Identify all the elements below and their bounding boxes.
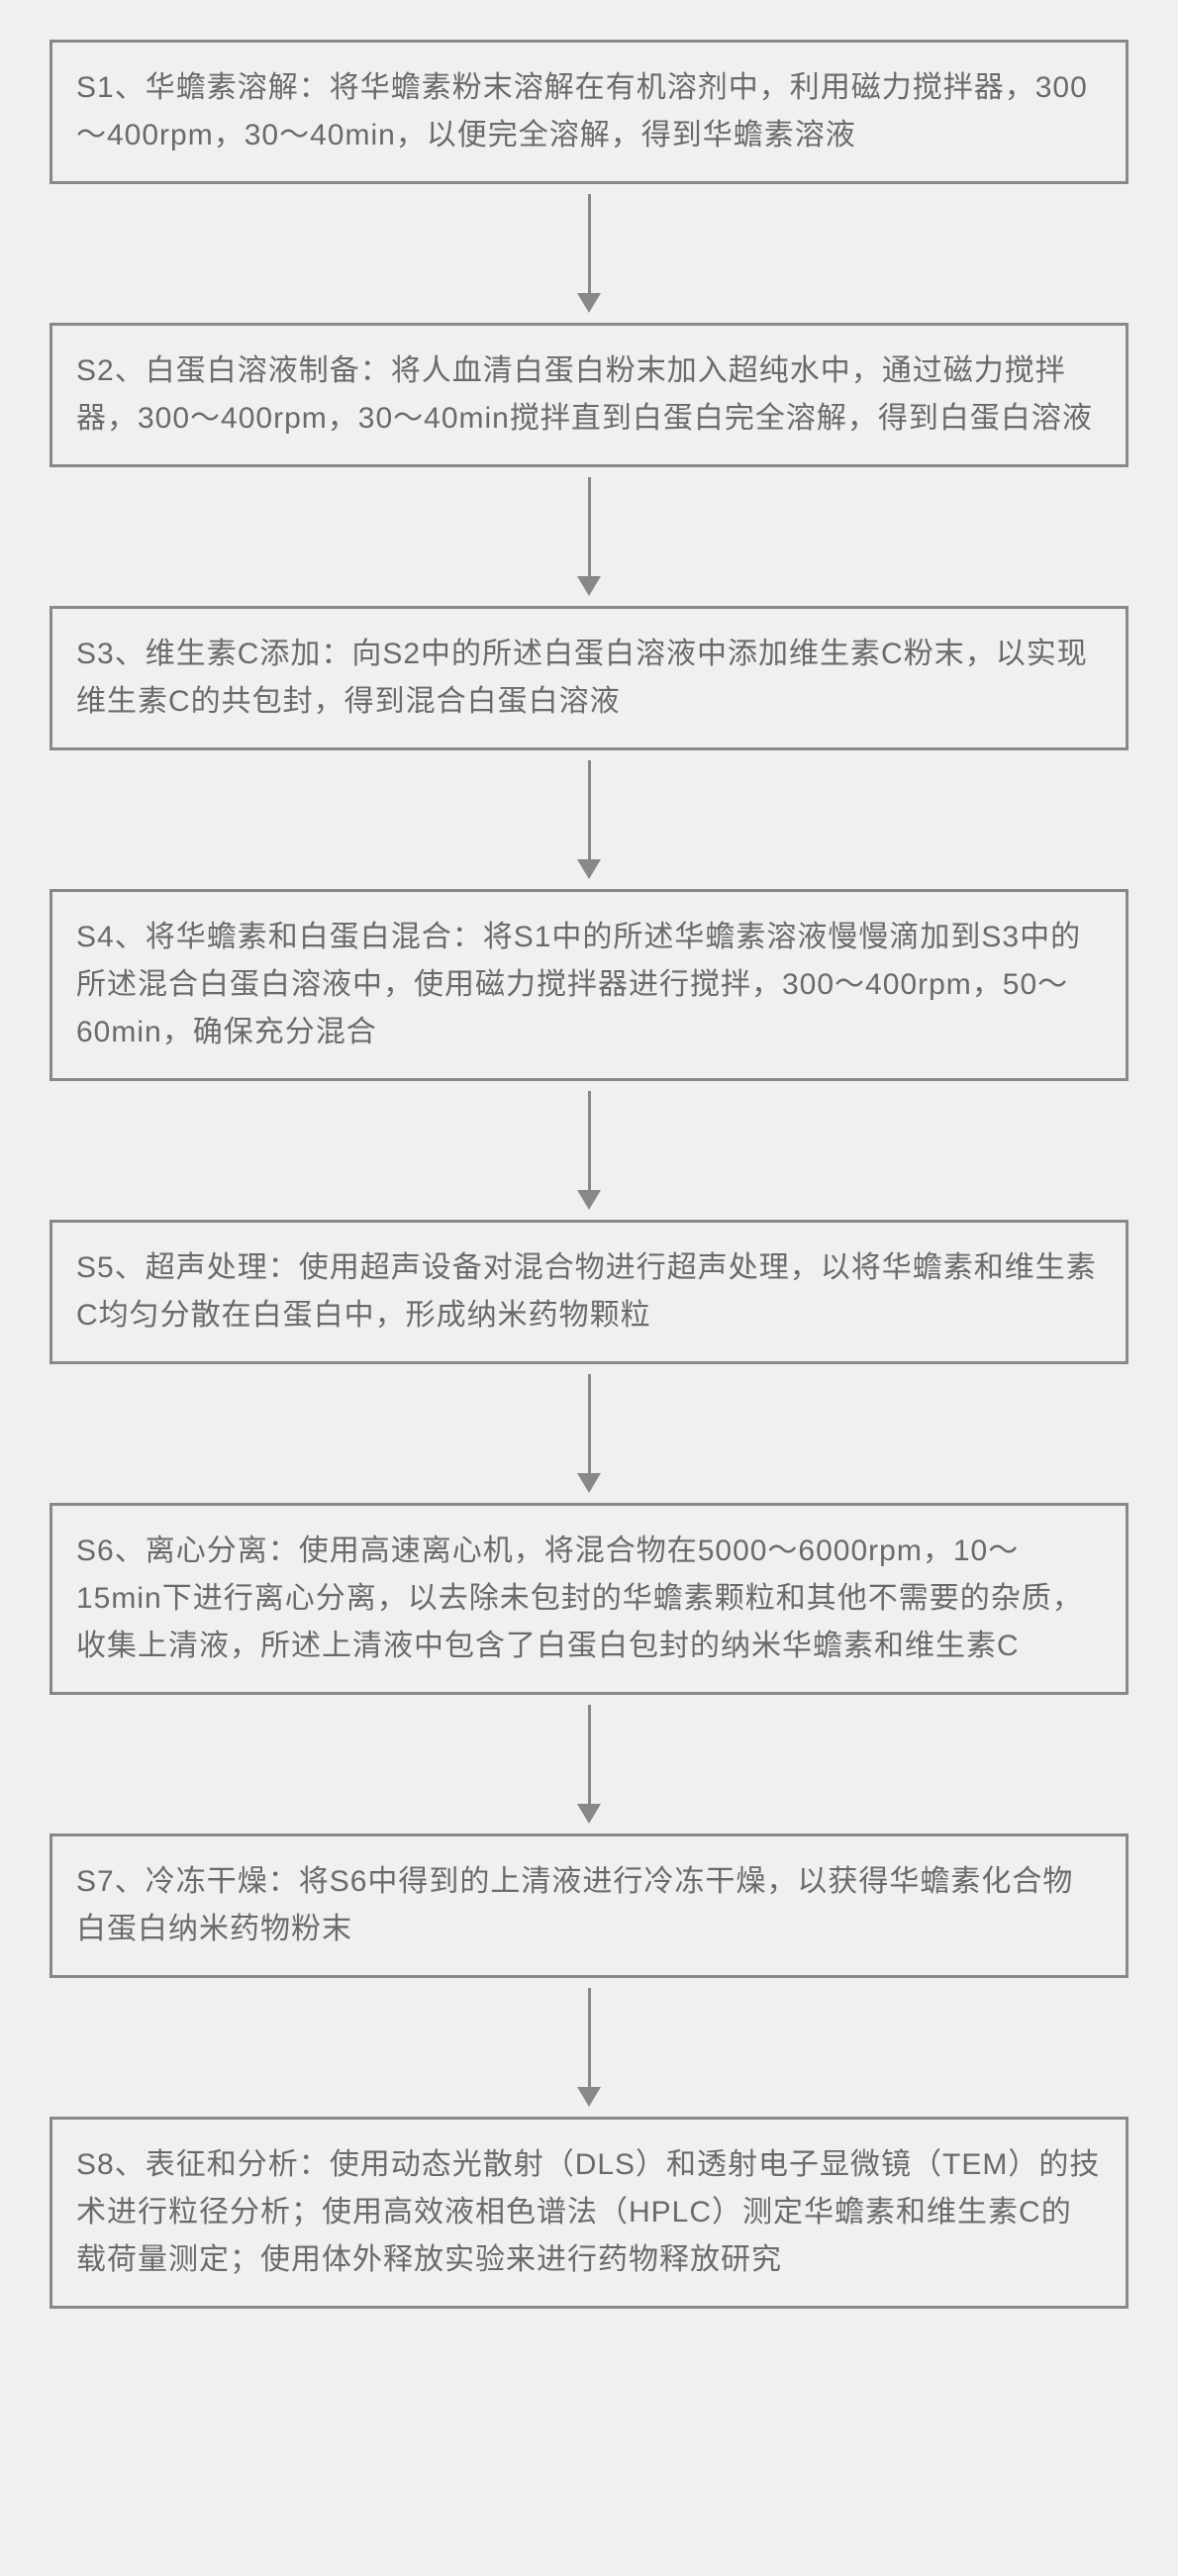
arrow-head-icon bbox=[577, 1473, 601, 1493]
arrow-s6-s7 bbox=[577, 1695, 601, 1833]
arrow-line bbox=[588, 760, 591, 859]
arrow-line bbox=[588, 1988, 591, 2087]
arrow-head-icon bbox=[577, 859, 601, 879]
step-box-s5: S5、超声处理：使用超声设备对混合物进行超声处理，以将华蟾素和维生素C均匀分散在… bbox=[49, 1220, 1129, 1364]
step-text: S8、表征和分析：使用动态光散射（DLS）和透射电子显微镜（TEM）的技术进行粒… bbox=[76, 2148, 1100, 2276]
arrow-s1-s2 bbox=[577, 184, 601, 323]
arrow-s2-s3 bbox=[577, 467, 601, 606]
arrow-s3-s4 bbox=[577, 750, 601, 889]
step-text: S7、冷冻干燥：将S6中得到的上清液进行冷冻干燥，以获得华蟾素化合物白蛋白纳米药… bbox=[76, 1865, 1073, 1945]
arrow-line bbox=[588, 1705, 591, 1804]
arrow-head-icon bbox=[577, 2087, 601, 2107]
arrow-s4-s5 bbox=[577, 1081, 601, 1220]
arrow-s5-s6 bbox=[577, 1364, 601, 1503]
arrow-line bbox=[588, 477, 591, 576]
arrow-head-icon bbox=[577, 1190, 601, 1210]
step-text: S1、华蟾素溶解：将华蟾素粉末溶解在有机溶剂中，利用磁力搅拌器，300～400r… bbox=[76, 71, 1088, 151]
flowchart-container: S1、华蟾素溶解：将华蟾素粉末溶解在有机溶剂中，利用磁力搅拌器，300～400r… bbox=[49, 40, 1129, 2309]
arrow-head-icon bbox=[577, 576, 601, 596]
arrow-head-icon bbox=[577, 1804, 601, 1824]
step-text: S6、离心分离：使用高速离心机，将混合物在5000～6000rpm，10～15m… bbox=[76, 1535, 1083, 1662]
step-box-s1: S1、华蟾素溶解：将华蟾素粉末溶解在有机溶剂中，利用磁力搅拌器，300～400r… bbox=[49, 40, 1129, 184]
arrow-line bbox=[588, 1091, 591, 1190]
step-box-s6: S6、离心分离：使用高速离心机，将混合物在5000～6000rpm，10～15m… bbox=[49, 1503, 1129, 1695]
step-box-s4: S4、将华蟾素和白蛋白混合：将S1中的所述华蟾素溶液慢慢滴加到S3中的所述混合白… bbox=[49, 889, 1129, 1081]
arrow-line bbox=[588, 1374, 591, 1473]
arrow-head-icon bbox=[577, 293, 601, 313]
step-text: S2、白蛋白溶液制备：将人血清白蛋白粉末加入超纯水中，通过磁力搅拌器，300～4… bbox=[76, 354, 1093, 435]
step-box-s7: S7、冷冻干燥：将S6中得到的上清液进行冷冻干燥，以获得华蟾素化合物白蛋白纳米药… bbox=[49, 1833, 1129, 1978]
step-text: S3、维生素C添加：向S2中的所述白蛋白溶液中添加维生素C粉末，以实现维生素C的… bbox=[76, 638, 1088, 718]
step-box-s3: S3、维生素C添加：向S2中的所述白蛋白溶液中添加维生素C粉末，以实现维生素C的… bbox=[49, 606, 1129, 750]
arrow-s7-s8 bbox=[577, 1978, 601, 2117]
arrow-line bbox=[588, 194, 591, 293]
step-box-s2: S2、白蛋白溶液制备：将人血清白蛋白粉末加入超纯水中，通过磁力搅拌器，300～4… bbox=[49, 323, 1129, 467]
step-text: S5、超声处理：使用超声设备对混合物进行超声处理，以将华蟾素和维生素C均匀分散在… bbox=[76, 1251, 1097, 1332]
step-text: S4、将华蟾素和白蛋白混合：将S1中的所述华蟾素溶液慢慢滴加到S3中的所述混合白… bbox=[76, 921, 1081, 1048]
step-box-s8: S8、表征和分析：使用动态光散射（DLS）和透射电子显微镜（TEM）的技术进行粒… bbox=[49, 2117, 1129, 2309]
